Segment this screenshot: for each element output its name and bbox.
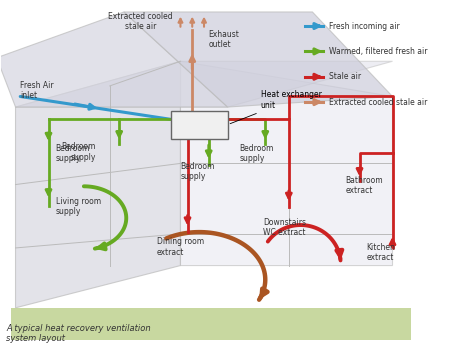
Text: Bathroom
extract: Bathroom extract	[346, 176, 383, 195]
Text: Fresh Air
inlet: Fresh Air inlet	[20, 81, 54, 100]
Text: Stale air: Stale air	[329, 72, 361, 81]
Text: Downstairs
WC extract: Downstairs WC extract	[263, 218, 306, 237]
Polygon shape	[0, 12, 228, 107]
Text: Kitchen
extract: Kitchen extract	[366, 243, 395, 262]
Text: Living room
supply: Living room supply	[55, 197, 100, 216]
Text: Exhaust
outlet: Exhaust outlet	[209, 29, 239, 49]
Text: Dining room
extract: Dining room extract	[157, 237, 204, 257]
Text: Fresh incoming air: Fresh incoming air	[329, 22, 400, 31]
FancyBboxPatch shape	[171, 110, 228, 139]
Polygon shape	[11, 308, 411, 339]
Polygon shape	[124, 12, 392, 107]
Text: A typical heat recovery ventilation
system layout: A typical heat recovery ventilation syst…	[6, 324, 151, 343]
Text: Warmed, filtered fresh air: Warmed, filtered fresh air	[329, 47, 428, 56]
Text: Bedroom
supply: Bedroom supply	[61, 142, 96, 162]
Text: Extracted cooled
stale air: Extracted cooled stale air	[108, 12, 173, 31]
Polygon shape	[181, 61, 392, 266]
Text: Heat exchanger
unit: Heat exchanger unit	[230, 90, 321, 124]
Polygon shape	[16, 61, 392, 107]
Text: Bedroom
supply: Bedroom supply	[181, 162, 215, 181]
Text: Bedroom
supply: Bedroom supply	[55, 144, 90, 163]
Text: Bedroom
supply: Bedroom supply	[239, 144, 273, 163]
Polygon shape	[16, 61, 181, 308]
Text: Extracted cooled stale air: Extracted cooled stale air	[329, 98, 427, 106]
